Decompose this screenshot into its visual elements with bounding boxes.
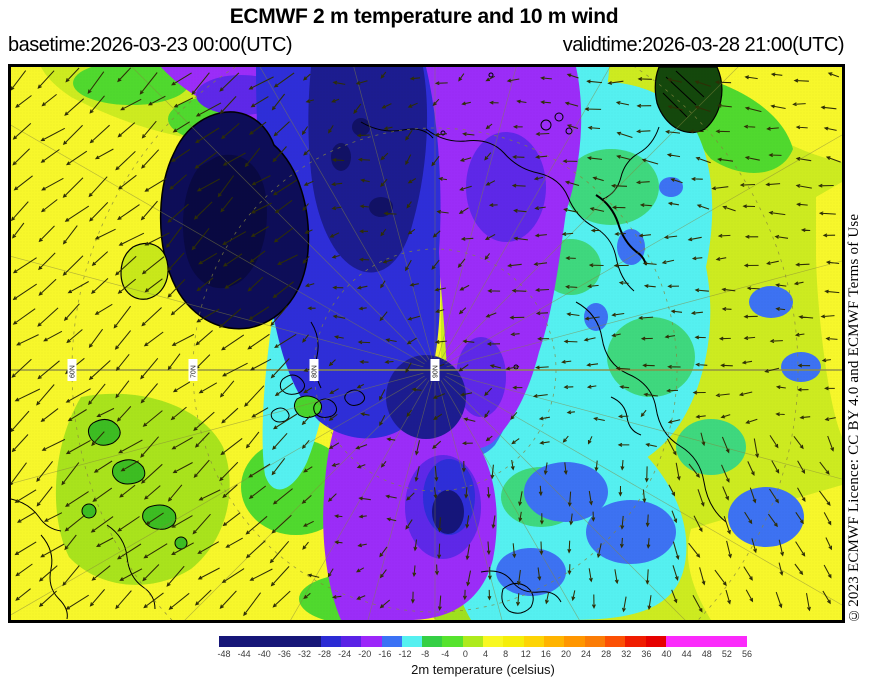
colorbar-tick: -44 (237, 649, 251, 659)
colorbar-tick: 48 (701, 649, 712, 659)
colorbar-segment (584, 636, 605, 647)
colorbar-segment (381, 636, 402, 647)
colorbar-tick: -48 (217, 649, 231, 659)
colorbar-segment (706, 636, 727, 647)
validtime-label: validtime:2026-03-28 21:00(UTC) (562, 34, 845, 56)
colorbar-tick: 32 (621, 649, 632, 659)
svg-text:90N: 90N (433, 365, 440, 378)
copyright-notice: ©2023 ECMWF Licence: CC BY 4.0 and ECMWF… (846, 213, 862, 623)
colorbar-caption: 2m temperature (celsius) (411, 662, 555, 677)
colorbar-segment (300, 636, 321, 647)
colorbar-tick: 40 (661, 649, 672, 659)
latitude-label: 80N (309, 359, 319, 381)
colorbar-segment (544, 636, 565, 647)
colorbar-tick: -12 (398, 649, 412, 659)
colorbar-segment (320, 636, 341, 647)
colorbar-tick-labels: -48 -44 -40 -36 -32 -28 -24 -20 -16 -12 -8 -4 0 4 8 12 1… (217, 649, 752, 660)
colorbar-segment (625, 636, 646, 647)
colorbar-segment (361, 636, 382, 647)
colorbar-segment (239, 636, 260, 647)
colorbar-segment (279, 636, 301, 647)
colorbar-tick: 44 (681, 649, 692, 659)
latitude-label: 60N (67, 359, 77, 381)
colorbar-tick: 28 (601, 649, 612, 659)
colorbar-tick: 52 (721, 649, 732, 659)
colorbar-tick: -4 (441, 649, 450, 659)
temperature-wind-map: 60N 70N 80N 90N (8, 64, 845, 623)
colorbar-tick: 16 (540, 649, 551, 659)
colorbar-tick: 4 (482, 649, 489, 659)
colorbar-segment (422, 636, 443, 647)
colorbar-tick: -36 (277, 649, 291, 659)
wind-arrows (11, 67, 841, 617)
colorbar-tick: -40 (257, 649, 271, 659)
colorbar-segment (259, 636, 280, 647)
colorbar-tick: 8 (503, 649, 509, 659)
map-canvas: 60N 70N 80N 90N (11, 67, 842, 620)
svg-text:80N: 80N (312, 365, 319, 378)
colorbar-tick: 36 (641, 649, 652, 659)
colorbar-segment (564, 636, 585, 647)
colorbar-segment (726, 636, 748, 647)
colorbar-segment (483, 636, 504, 647)
colorbar-tick: 20 (560, 649, 571, 659)
colorbar-segment (462, 636, 484, 647)
page-title: ECMWF 2 m temperature and 10 m wind (229, 5, 619, 28)
colorbar-tick: -28 (318, 649, 332, 659)
colorbar-tick: -20 (358, 649, 372, 659)
colorbar-segment (442, 636, 463, 647)
colorbar-tick: 0 (462, 649, 468, 659)
temperature-colorbar (219, 636, 748, 647)
colorbar-segment (645, 636, 666, 647)
colorbar-segment (340, 636, 362, 647)
colorbar-segment (219, 636, 240, 647)
meridian-lines (11, 67, 842, 620)
colorbar-tick: 56 (741, 649, 753, 659)
colorbar-segment (604, 636, 626, 647)
latitude-label: 90N (430, 359, 440, 381)
latitude-label: 70N (188, 359, 198, 381)
colorbar-tick: 24 (581, 649, 592, 659)
latitude-labels: 60N 70N 80N 90N (67, 359, 440, 381)
colorbar-tick: 12 (520, 649, 531, 659)
colorbar-tick: -16 (378, 649, 392, 659)
svg-text:70N: 70N (191, 365, 198, 378)
colorbar-segment (686, 636, 707, 647)
basetime-label: basetime:2026-03-23 00:00(UTC) (8, 34, 293, 56)
colorbar-tick: -24 (338, 649, 352, 659)
svg-text:60N: 60N (70, 365, 77, 378)
colorbar-segment (523, 636, 544, 647)
colorbar-segment (401, 636, 423, 647)
colorbar-segment (503, 636, 524, 647)
colorbar-segment (665, 636, 687, 647)
colorbar-tick: -32 (297, 649, 311, 659)
colorbar-tick: -8 (421, 649, 430, 659)
